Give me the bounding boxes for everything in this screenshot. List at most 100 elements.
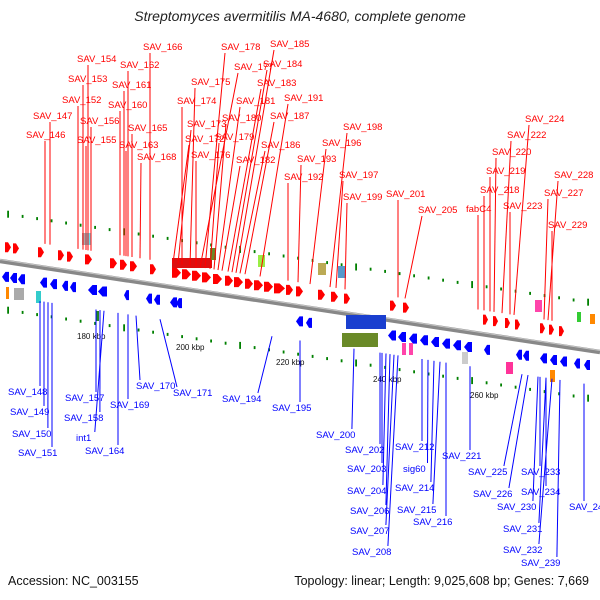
feature-square [402, 343, 406, 355]
tick-mark [340, 359, 343, 363]
gene-label: SAV_220 [492, 147, 531, 158]
gene-label: sig60 [403, 464, 426, 475]
tick-mark [442, 374, 444, 378]
gene-label: SAV_154 [77, 54, 116, 65]
tick-mark [572, 298, 575, 302]
gene-arrow-reverse [442, 338, 450, 349]
leader-line [543, 198, 549, 320]
gene-label: SAV_152 [62, 95, 101, 106]
gene-label: SAV_162 [120, 60, 159, 71]
tick-mark [21, 214, 24, 218]
gene-arrow-forward [274, 283, 285, 294]
tick-mark [471, 377, 473, 385]
gene-arrow-reverse [574, 358, 580, 369]
gene-arrow-reverse [176, 298, 182, 309]
tick-mark [152, 234, 154, 238]
leader-line [329, 132, 348, 288]
tick-mark [340, 263, 343, 267]
tick-mark [355, 359, 357, 367]
feature-square [462, 352, 468, 364]
tick-mark [369, 363, 372, 367]
gene-arrow-reverse [453, 340, 461, 351]
tick-mark [282, 350, 285, 354]
gene-arrow-forward [286, 284, 293, 295]
gene-label: SAV_155 [77, 135, 116, 146]
tick-mark [181, 335, 183, 339]
gene-arrow-forward [5, 242, 11, 253]
accession-label: Accession: NC_003155 [8, 574, 139, 588]
tick-mark [94, 225, 96, 229]
leader-line [309, 148, 327, 285]
tick-mark [529, 291, 531, 295]
gene-label: SAV_148 [8, 387, 47, 398]
gene-arrow-forward [213, 273, 222, 284]
gene-label: SAV_187 [270, 111, 309, 122]
gene-label: SAV_151 [18, 448, 57, 459]
gene-label: SAV_230 [497, 502, 536, 513]
leader-line [556, 379, 561, 558]
gene-label: SAV_228 [554, 170, 593, 181]
gene-arrow-reverse [584, 360, 590, 371]
feature-square [96, 311, 99, 321]
gene-arrow-forward [493, 316, 498, 327]
gene-arrow-reverse [88, 285, 97, 296]
gene-block [342, 333, 378, 347]
gene-label: SAV_149 [10, 407, 49, 418]
leader-line [508, 374, 529, 489]
gene-arrow-reverse [464, 341, 472, 352]
gene-arrow-forward [318, 289, 325, 300]
gene-label: SAV_218 [480, 185, 519, 196]
gene-label: SAV_183 [257, 78, 296, 89]
gene-label: SAV_185 [270, 39, 309, 50]
gene-arrow-reverse [550, 354, 557, 365]
scale-label: 260 kbp [470, 391, 499, 400]
gene-label: SAV_184 [263, 59, 302, 70]
leader-line [159, 319, 178, 388]
leader-line [382, 353, 387, 486]
tick-mark [398, 272, 401, 276]
gene-block [346, 315, 386, 329]
gene-arrow-reverse [170, 297, 177, 308]
gene-arrow-reverse [431, 336, 439, 347]
gene-label: SAV_234 [521, 487, 560, 498]
gene-label: SAV_196 [322, 138, 361, 149]
gene-arrow-forward [254, 280, 263, 291]
leader-line [259, 103, 289, 277]
tick-mark [558, 296, 560, 300]
feature-square [550, 370, 555, 382]
gene-label: fabC4 [466, 204, 491, 215]
tick-mark [21, 310, 24, 314]
gene-label: SAV_195 [272, 403, 311, 414]
leader-line [335, 180, 344, 288]
tick-mark [311, 354, 314, 358]
gene-arrow-forward [150, 264, 156, 275]
gene-label: SAV_200 [316, 430, 355, 441]
gene-arrow-forward [225, 275, 233, 286]
gene-label: SAV_207 [350, 526, 389, 537]
gene-label: SAV_181 [236, 96, 275, 107]
gene-arrow-forward [130, 261, 137, 272]
feature-square [210, 248, 216, 260]
leader-line [351, 348, 355, 430]
feature-square [318, 263, 326, 275]
genome-backbone-highlight [0, 259, 600, 351]
gene-arrow-forward [296, 286, 303, 297]
feature-square [6, 287, 9, 299]
gene-arrow-reverse [523, 350, 529, 361]
tick-mark [195, 241, 198, 245]
tick-mark [456, 376, 459, 380]
tick-mark [456, 280, 459, 284]
gene-label: SAV_208 [352, 547, 391, 558]
tick-mark [282, 254, 285, 258]
leader-line [427, 359, 429, 464]
tick-mark [253, 346, 256, 350]
gene-arrow-forward [234, 277, 243, 288]
leader-line [513, 124, 530, 315]
gene-arrow-forward [331, 291, 338, 302]
gene-label: SAV_216 [413, 517, 452, 528]
tick-mark [442, 278, 444, 282]
feature-square [590, 314, 595, 324]
gene-label: SAV_227 [544, 188, 583, 199]
gene-label: SAV_242 [569, 502, 600, 513]
tick-mark [514, 385, 517, 389]
